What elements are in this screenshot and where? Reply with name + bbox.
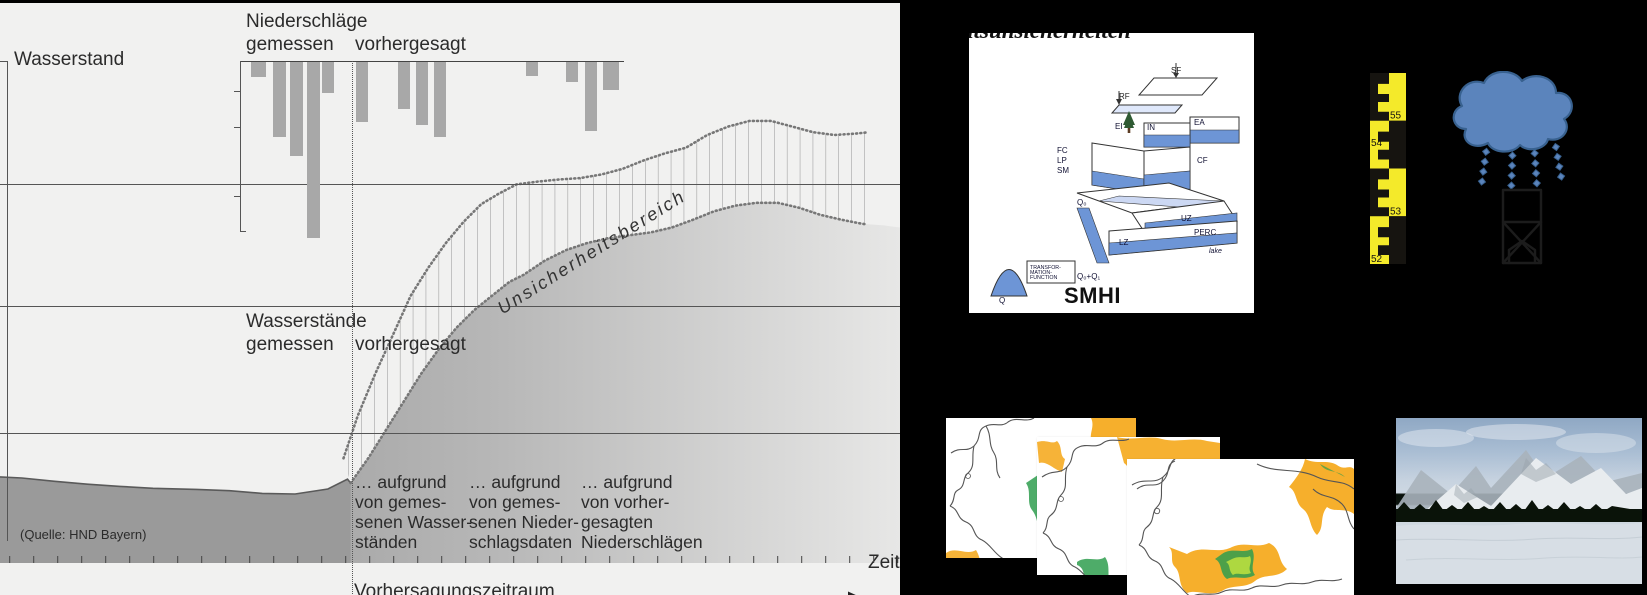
svg-text:55: 55 bbox=[1390, 111, 1402, 122]
svg-text:PERC: PERC bbox=[1194, 228, 1216, 237]
svg-text:54: 54 bbox=[1371, 138, 1383, 149]
svg-text:Q₀+Q₁: Q₀+Q₁ bbox=[1077, 272, 1100, 281]
svg-text:CF: CF bbox=[1197, 156, 1208, 165]
svg-text:FC: FC bbox=[1057, 146, 1068, 155]
svg-text:lake: lake bbox=[1209, 248, 1222, 255]
svg-text:IN: IN bbox=[1147, 123, 1155, 132]
svg-text:Q₀: Q₀ bbox=[1077, 198, 1087, 207]
svg-text:UZ: UZ bbox=[1181, 214, 1192, 223]
svg-text:LP: LP bbox=[1057, 156, 1067, 165]
svg-text:FUNCTION: FUNCTION bbox=[1030, 275, 1058, 281]
svg-text:Q: Q bbox=[999, 296, 1005, 305]
svg-text:53: 53 bbox=[1390, 206, 1402, 217]
svg-text:SM: SM bbox=[1057, 166, 1069, 175]
svg-text:LZ: LZ bbox=[1119, 238, 1128, 247]
svg-text:EA: EA bbox=[1194, 118, 1205, 127]
svg-text:52: 52 bbox=[1371, 254, 1383, 265]
svg-text:SF: SF bbox=[1171, 66, 1181, 75]
svg-text:EI: EI bbox=[1115, 122, 1123, 131]
